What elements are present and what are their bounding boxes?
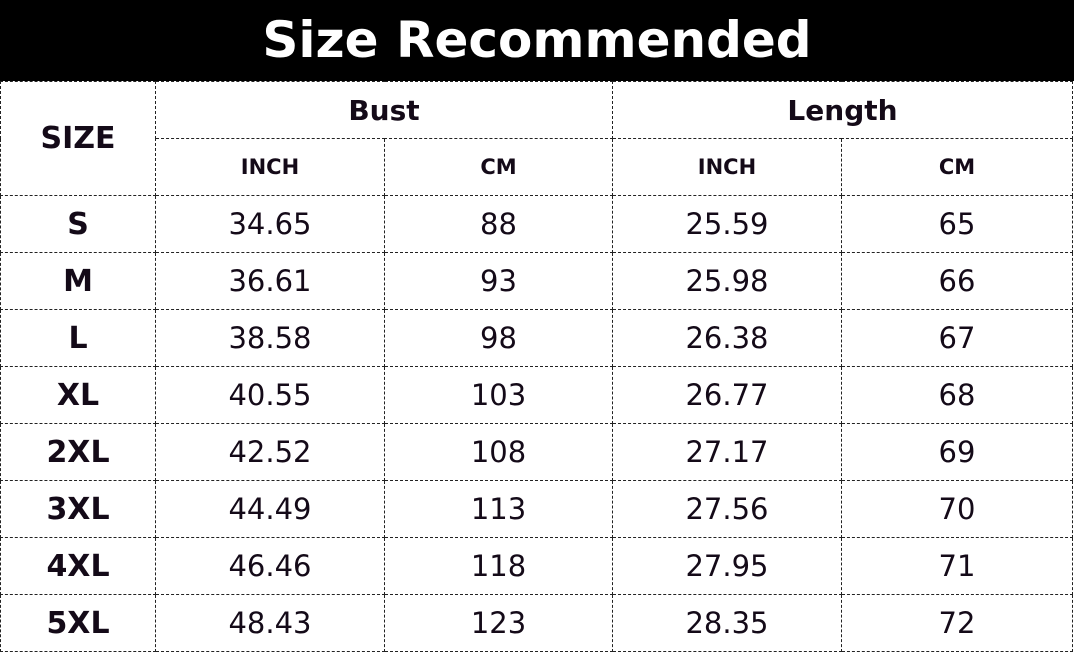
bust-inch-cell: 40.55 bbox=[155, 366, 385, 424]
size-cell: M bbox=[0, 252, 156, 310]
page-title: Size Recommended bbox=[0, 0, 1074, 81]
bust-cm-cell: 93 bbox=[384, 252, 613, 310]
table-row: 4XL 46.46 118 27.95 71 bbox=[0, 537, 1073, 595]
length-cm-cell: 71 bbox=[841, 537, 1073, 595]
size-cell: L bbox=[0, 309, 156, 367]
bust-cm-header: CM bbox=[384, 138, 613, 196]
bust-cm-cell: 98 bbox=[384, 309, 613, 367]
length-inch-cell: 27.56 bbox=[612, 480, 842, 538]
bust-cm-cell: 108 bbox=[384, 423, 613, 481]
length-inch-cell: 25.59 bbox=[612, 195, 842, 253]
length-inch-cell: 26.77 bbox=[612, 366, 842, 424]
bust-cm-cell: 103 bbox=[384, 366, 613, 424]
length-cm-cell: 70 bbox=[841, 480, 1073, 538]
size-table: SIZE Bust Length INCH CM INCH CM S 34.65 8… bbox=[0, 81, 1073, 652]
length-inch-cell: 25.98 bbox=[612, 252, 842, 310]
table-row: S 34.65 88 25.59 65 bbox=[0, 195, 1073, 253]
table-row: 2XL 42.52 108 27.17 69 bbox=[0, 423, 1073, 481]
bust-inch-cell: 48.43 bbox=[155, 594, 385, 652]
size-header: SIZE bbox=[0, 81, 156, 196]
bust-inch-cell: 46.46 bbox=[155, 537, 385, 595]
bust-header: Bust bbox=[155, 81, 613, 139]
length-inch-cell: 28.35 bbox=[612, 594, 842, 652]
length-inch-cell: 27.17 bbox=[612, 423, 842, 481]
table-row: XL 40.55 103 26.77 68 bbox=[0, 366, 1073, 424]
length-cm-header: CM bbox=[841, 138, 1073, 196]
bust-cm-cell: 123 bbox=[384, 594, 613, 652]
table-row: L 38.58 98 26.38 67 bbox=[0, 309, 1073, 367]
bust-inch-cell: 38.58 bbox=[155, 309, 385, 367]
length-cm-cell: 67 bbox=[841, 309, 1073, 367]
length-cm-cell: 69 bbox=[841, 423, 1073, 481]
size-cell: 5XL bbox=[0, 594, 156, 652]
table-row: 3XL 44.49 113 27.56 70 bbox=[0, 480, 1073, 538]
length-header: Length bbox=[612, 81, 1073, 139]
size-cell: 4XL bbox=[0, 537, 156, 595]
bust-inch-cell: 34.65 bbox=[155, 195, 385, 253]
size-cell: S bbox=[0, 195, 156, 253]
length-cm-cell: 66 bbox=[841, 252, 1073, 310]
bust-cm-cell: 118 bbox=[384, 537, 613, 595]
size-cell: 2XL bbox=[0, 423, 156, 481]
length-inch-header: INCH bbox=[612, 138, 842, 196]
table-row: 5XL 48.43 123 28.35 72 bbox=[0, 594, 1073, 652]
bust-cm-cell: 113 bbox=[384, 480, 613, 538]
length-cm-cell: 72 bbox=[841, 594, 1073, 652]
length-cm-cell: 65 bbox=[841, 195, 1073, 253]
table-row: M 36.61 93 25.98 66 bbox=[0, 252, 1073, 310]
length-cm-cell: 68 bbox=[841, 366, 1073, 424]
size-cell: 3XL bbox=[0, 480, 156, 538]
bust-inch-cell: 42.52 bbox=[155, 423, 385, 481]
bust-cm-cell: 88 bbox=[384, 195, 613, 253]
bust-inch-cell: 44.49 bbox=[155, 480, 385, 538]
bust-inch-header: INCH bbox=[155, 138, 385, 196]
length-inch-cell: 26.38 bbox=[612, 309, 842, 367]
bust-inch-cell: 36.61 bbox=[155, 252, 385, 310]
length-inch-cell: 27.95 bbox=[612, 537, 842, 595]
size-cell: XL bbox=[0, 366, 156, 424]
